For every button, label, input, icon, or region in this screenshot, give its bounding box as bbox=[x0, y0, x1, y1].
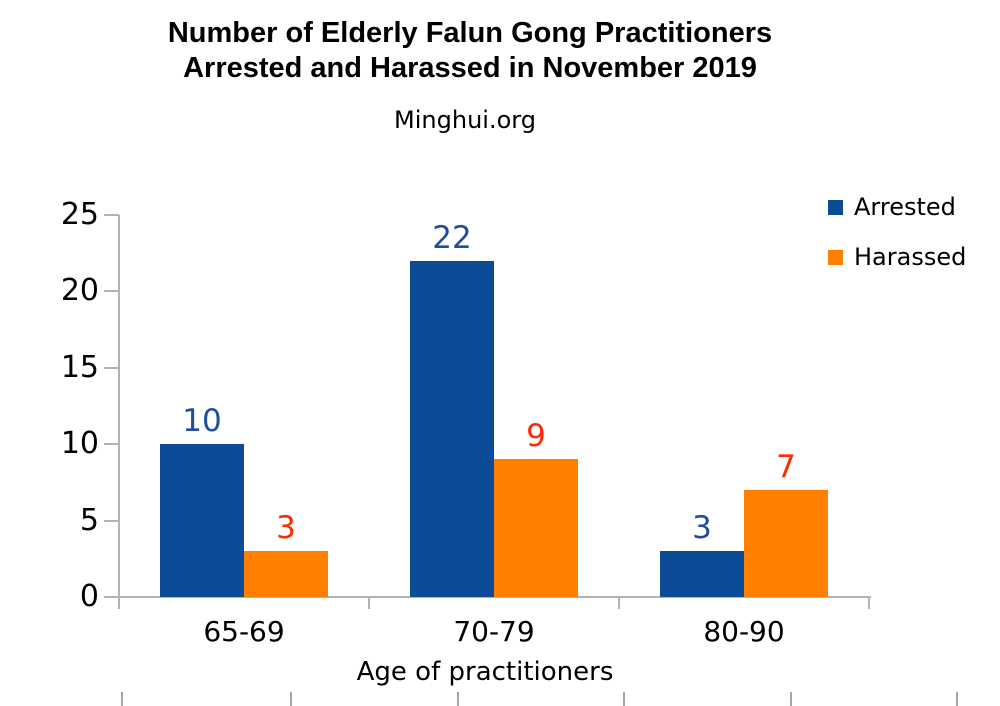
legend-label-harassed: Harassed bbox=[854, 243, 967, 271]
y-axis-tick bbox=[104, 290, 119, 292]
x-axis-tick bbox=[868, 597, 870, 609]
bar-harassed-70-79 bbox=[494, 459, 578, 597]
bar-arrested-80-90 bbox=[660, 551, 744, 597]
bar-value-label: 22 bbox=[432, 220, 472, 256]
x-category-label: 65-69 bbox=[203, 615, 285, 648]
y-tick-label: 10 bbox=[60, 426, 99, 461]
chart-title: Number of Elderly Falun Gong Practitione… bbox=[0, 16, 940, 86]
y-axis-tick bbox=[104, 596, 119, 598]
legend-swatch-harassed-icon bbox=[828, 249, 843, 265]
x-category-label: 80-90 bbox=[703, 615, 785, 648]
y-tick-label: 20 bbox=[60, 273, 99, 308]
y-axis-tick bbox=[104, 214, 119, 216]
y-axis-tick bbox=[104, 520, 119, 522]
bar-harassed-65-69 bbox=[244, 551, 328, 597]
bottom-ruler-tick bbox=[623, 692, 625, 706]
bar-arrested-70-79 bbox=[410, 261, 494, 597]
x-axis-tick bbox=[618, 597, 620, 609]
legend-label-arrested: Arrested bbox=[854, 193, 956, 221]
y-axis-tick bbox=[104, 443, 119, 445]
bar-value-label: 3 bbox=[692, 510, 712, 546]
bar-value-label: 3 bbox=[276, 510, 296, 546]
bottom-ruler-tick bbox=[956, 692, 958, 706]
bar-value-label: 7 bbox=[776, 449, 796, 485]
bottom-ruler-tick bbox=[121, 692, 123, 706]
y-tick-label: 5 bbox=[79, 503, 99, 538]
chart-subtitle: Minghui.org bbox=[394, 106, 536, 134]
x-axis-title: Age of practitioners bbox=[356, 657, 614, 687]
legend-item-arrested: Arrested bbox=[828, 192, 956, 222]
chart-title-line2: Arrested and Harassed in November 2019 bbox=[183, 52, 757, 84]
legend-swatch-arrested-icon bbox=[828, 199, 843, 215]
y-axis-tick bbox=[104, 367, 119, 369]
legend-item-harassed: Harassed bbox=[828, 242, 966, 272]
y-tick-label: 25 bbox=[60, 197, 99, 232]
bottom-ruler-tick bbox=[457, 692, 459, 706]
bar-value-label: 9 bbox=[526, 418, 546, 454]
y-tick-label: 15 bbox=[60, 350, 99, 385]
bottom-ruler-tick bbox=[790, 692, 792, 706]
bar-harassed-80-90 bbox=[744, 490, 828, 597]
x-axis-line bbox=[118, 596, 871, 598]
x-category-label: 70-79 bbox=[453, 615, 535, 648]
y-tick-label: 0 bbox=[79, 579, 99, 614]
x-axis-tick bbox=[118, 597, 120, 609]
bar-value-label: 10 bbox=[182, 403, 222, 439]
bar-arrested-65-69 bbox=[160, 444, 244, 597]
chart-title-line1: Number of Elderly Falun Gong Practitione… bbox=[167, 17, 773, 49]
x-axis-tick bbox=[368, 597, 370, 609]
bottom-ruler-tick bbox=[290, 692, 292, 706]
y-axis-line bbox=[118, 215, 120, 597]
